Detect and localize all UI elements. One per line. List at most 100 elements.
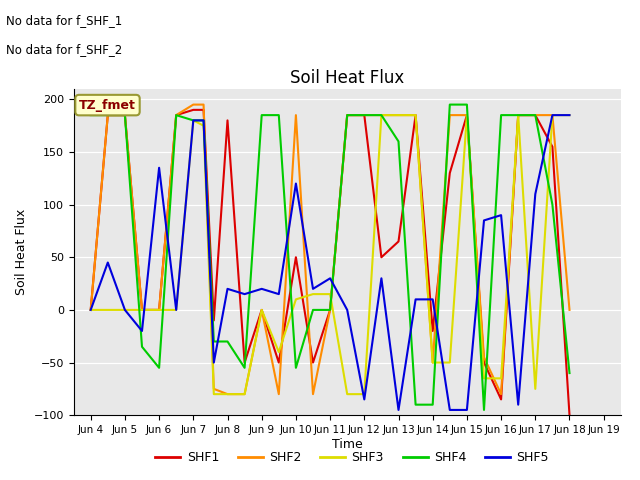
SHF3 xyxy=(138,307,146,313)
SHF3 xyxy=(87,307,95,313)
SHF1 xyxy=(566,412,573,418)
Legend: SHF1, SHF2, SHF3, SHF4, SHF5: SHF1, SHF2, SHF3, SHF4, SHF5 xyxy=(150,446,554,469)
SHF1 xyxy=(531,112,539,118)
SHF5 xyxy=(360,396,368,402)
Line: SHF4: SHF4 xyxy=(91,105,570,410)
SHF2 xyxy=(189,102,197,108)
SHF3 xyxy=(566,112,573,118)
SHF1 xyxy=(515,112,522,118)
SHF5 xyxy=(210,360,218,365)
Line: SHF5: SHF5 xyxy=(91,115,570,410)
SHF3 xyxy=(200,123,207,129)
SHF1 xyxy=(309,360,317,365)
SHF1 xyxy=(480,360,488,365)
SHF1 xyxy=(343,112,351,118)
Line: SHF3: SHF3 xyxy=(91,115,570,394)
SHF1 xyxy=(200,107,207,113)
SHF2 xyxy=(412,112,419,118)
SHF5 xyxy=(172,307,180,313)
SHF5 xyxy=(548,112,556,118)
Y-axis label: Soil Heat Flux: Soil Heat Flux xyxy=(15,209,28,295)
SHF2 xyxy=(156,307,163,313)
SHF2 xyxy=(241,391,248,397)
SHF1 xyxy=(497,396,505,402)
SHF2 xyxy=(210,386,218,392)
SHF4 xyxy=(463,102,471,108)
SHF1 xyxy=(395,239,403,244)
SHF3 xyxy=(309,291,317,297)
SHF3 xyxy=(121,307,129,313)
SHF3 xyxy=(104,307,111,313)
SHF1 xyxy=(258,307,266,313)
SHF3 xyxy=(275,349,283,355)
SHF2 xyxy=(309,391,317,397)
SHF5 xyxy=(241,291,248,297)
SHF3 xyxy=(258,307,266,313)
Text: TZ_fmet: TZ_fmet xyxy=(79,98,136,111)
SHF2 xyxy=(378,112,385,118)
SHF4 xyxy=(210,338,218,344)
SHF3 xyxy=(531,386,539,392)
SHF1 xyxy=(275,360,283,365)
SHF4 xyxy=(156,365,163,371)
SHF5 xyxy=(412,297,419,302)
SHF4 xyxy=(326,307,334,313)
SHF2 xyxy=(497,391,505,397)
SHF4 xyxy=(412,402,419,408)
SHF1 xyxy=(326,307,334,313)
SHF1 xyxy=(241,360,248,365)
SHF4 xyxy=(531,112,539,118)
Line: SHF2: SHF2 xyxy=(91,105,570,394)
SHF3 xyxy=(463,112,471,118)
SHF1 xyxy=(210,318,218,324)
SHF5 xyxy=(275,291,283,297)
SHF4 xyxy=(548,202,556,207)
SHF5 xyxy=(138,328,146,334)
Line: SHF1: SHF1 xyxy=(91,110,570,415)
SHF2 xyxy=(395,112,403,118)
SHF5 xyxy=(531,191,539,197)
SHF4 xyxy=(343,112,351,118)
SHF4 xyxy=(292,365,300,371)
SHF3 xyxy=(360,391,368,397)
SHF4 xyxy=(429,402,436,408)
SHF2 xyxy=(429,360,436,365)
SHF5 xyxy=(395,407,403,413)
SHF3 xyxy=(326,291,334,297)
SHF1 xyxy=(172,112,180,118)
SHF2 xyxy=(275,391,283,397)
SHF1 xyxy=(446,170,454,176)
SHF3 xyxy=(515,112,522,118)
SHF1 xyxy=(223,118,231,123)
SHF2 xyxy=(548,112,556,118)
SHF3 xyxy=(241,391,248,397)
SHF5 xyxy=(121,307,129,313)
SHF5 xyxy=(566,112,573,118)
SHF5 xyxy=(515,402,522,408)
SHF4 xyxy=(138,344,146,349)
SHF2 xyxy=(172,112,180,118)
SHF2 xyxy=(121,112,129,118)
SHF2 xyxy=(87,307,95,313)
SHF1 xyxy=(412,112,419,118)
SHF4 xyxy=(121,112,129,118)
SHF1 xyxy=(138,307,146,313)
SHF1 xyxy=(463,112,471,118)
SHF3 xyxy=(548,112,556,118)
SHF2 xyxy=(104,112,111,118)
SHF2 xyxy=(515,112,522,118)
SHF3 xyxy=(412,112,419,118)
Text: No data for f_SHF_2: No data for f_SHF_2 xyxy=(6,43,123,56)
SHF1 xyxy=(156,307,163,313)
SHF4 xyxy=(258,112,266,118)
SHF1 xyxy=(121,112,129,118)
SHF5 xyxy=(292,180,300,186)
SHF4 xyxy=(275,112,283,118)
SHF1 xyxy=(548,144,556,150)
SHF2 xyxy=(566,307,573,313)
SHF3 xyxy=(189,118,197,123)
SHF5 xyxy=(258,286,266,292)
SHF3 xyxy=(446,360,454,365)
SHF5 xyxy=(156,165,163,171)
X-axis label: Time: Time xyxy=(332,438,363,451)
